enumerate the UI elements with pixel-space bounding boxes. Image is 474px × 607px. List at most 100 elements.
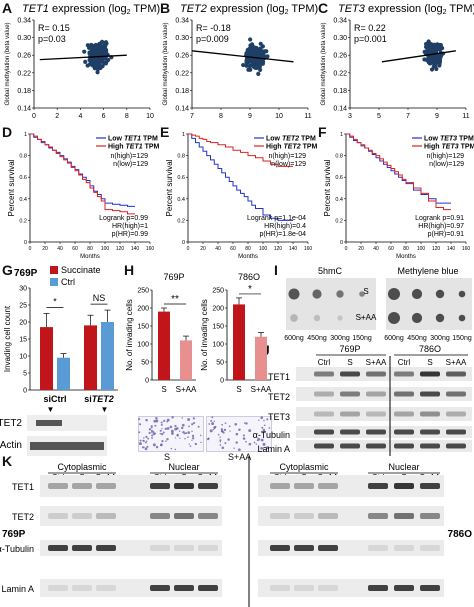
cell-dot [191,423,194,426]
x-tick-label: 80 [87,246,93,252]
survival-chart-tet3: 0 0.2 0.4 0.6 0.8 1 0 20 40 60 80 100 120 140 160 Month… [323,132,474,260]
stat-text: p=0.03 [38,34,66,44]
x-tick-label: 5 [377,113,381,120]
x-axis-label: Months [238,254,258,260]
blot-band [72,545,92,551]
blot-band [340,443,360,449]
dotblot-amt-mb-4: 150ng [452,335,472,342]
cell-dot [150,425,153,428]
y-tick-label: 250 [212,288,224,295]
blot-strip [258,540,444,556]
blot-band [48,513,68,519]
blot-j-lane-ctrl-1: Ctrl [318,358,331,367]
scatter-point [422,49,427,54]
y-tick-label: 0.8 [335,154,343,160]
blot-band [366,391,386,397]
scatter-chart-tet1: TET1 expression (log2 TPM) 0.14 0.18 0.22 0.… [5,3,160,120]
panel-letter-b: B [160,0,171,16]
cell-dot [153,419,157,423]
dot-mb-saa [458,314,466,322]
scatter-point [248,37,253,42]
cell-dot [170,447,173,450]
cell-dot [227,438,230,441]
y-tick-label: 0.14 [17,106,31,113]
blot-k-frac-nuc-2: Nuclear [388,462,419,472]
blot-k-cellline-769p: 769P [2,529,26,540]
x-tick-label: 40 [373,246,379,252]
blot-j-lane-s-2: S [427,358,432,367]
cell-dot [228,425,231,428]
panel-letter-k: K [2,453,13,469]
x-tick-label: 120 [432,246,441,252]
y-tick-label: 0.22 [17,70,31,77]
y-tick-label: 0.18 [17,88,31,95]
blot-g-label-tet2: TET2 [0,418,22,429]
dot-5hmc-saa [290,314,298,322]
cell-dot [223,428,227,432]
y-tick-label: 5 [23,371,27,378]
blot-band [318,585,338,591]
blot-k-row-tubulin: α-Tubulin [0,544,34,554]
cell-dot [255,443,258,445]
cell-dot [187,431,191,435]
cell-dot [180,426,184,430]
cell-dot [162,431,165,434]
cell-dot [258,419,260,421]
cell-dot [219,436,221,438]
y-tick-label: 0.8 [177,154,185,160]
blot-band [96,513,116,519]
blot-band [150,483,170,489]
blot-band [318,513,338,519]
cell-dot [138,418,141,421]
blot-band [394,545,414,551]
bar [233,304,245,380]
y-axis-label: Percent survival [7,159,16,216]
scatter-point [422,57,427,62]
blot-strip [40,506,222,526]
cell-dot [178,430,181,432]
blot-band [368,513,388,519]
dot-5hmc-saa [313,314,321,322]
blot-strip [296,407,472,421]
blot-j-row-tet2: TET2 [268,392,290,402]
blot-g-label-actin: β-Actin [0,440,22,451]
cell-dot [211,422,215,426]
x-tick-label: 6 [102,113,106,120]
blot-band [446,443,466,449]
scatter-point [426,49,431,54]
cell-dot [179,437,181,439]
cell-dot [144,447,148,451]
blot-band [198,483,218,489]
cell-dot [185,432,188,435]
y-tick-label: 0.26 [175,53,189,60]
y-tick-label: 0.26 [333,53,347,60]
blot-band [270,483,290,489]
y-tick-label: 0.22 [175,70,189,77]
panel-letter-c: C [318,0,329,16]
blot-band [174,585,194,591]
y-axis-label: No. of invading cells [200,299,209,371]
cell-dot [243,422,246,424]
y-tick-label: 0.30 [333,35,347,42]
panel-letter-f: F [318,124,327,140]
dot-mb-saa [411,312,423,324]
cell-dot [148,428,152,431]
cell-dot [266,418,269,421]
x-tick-label: 2 [55,113,59,120]
x-tick-label: 60 [72,246,78,252]
stat-text: Logrank p=0.99 [99,215,148,222]
blot-band [340,391,360,397]
y-tick-label: 0 [220,378,224,385]
blot-band [366,371,386,377]
y-axis-label: Global methylation (beta value) [5,22,11,105]
dotblot-amt-1: 600ng [284,335,304,342]
blot-band [394,411,414,417]
y-axis-label: No. of invading cells [125,299,134,371]
cell-dot [212,428,215,431]
cell-dot [143,437,145,439]
x-tick-label: 80 [245,246,251,252]
x-tick-label: 140 [447,246,456,252]
bar [57,357,70,390]
scatter-point [429,55,434,60]
